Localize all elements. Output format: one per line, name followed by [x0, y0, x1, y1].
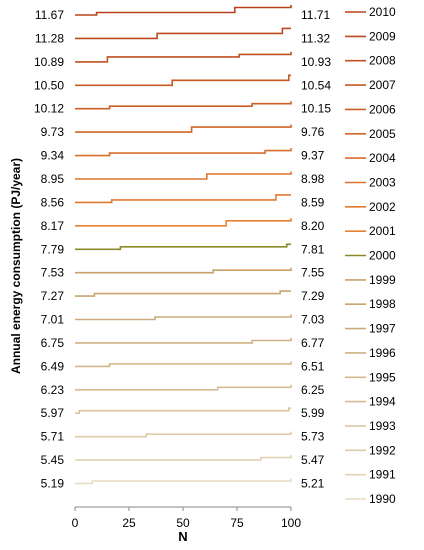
series-start-label-2003: 8.95: [41, 172, 65, 186]
legend-label-1990: 1990: [369, 492, 396, 506]
series-start-label-2001: 8.17: [41, 219, 65, 233]
series-start-label-2004: 9.34: [41, 149, 65, 163]
series-end-label-1993: 5.99: [301, 406, 325, 420]
legend-label-1992: 1992: [369, 443, 396, 457]
series-line-2010: [75, 5, 292, 16]
series-end-label-2002: 8.59: [301, 195, 325, 209]
series-end-label-2008: 10.93: [301, 55, 331, 69]
series-end-label-2009: 11.32: [301, 31, 330, 45]
series-line-1999: [75, 267, 292, 274]
series-end-label-1995: 6.51: [301, 359, 325, 373]
series-end-label-2000: 7.81: [301, 242, 325, 256]
series-line-2001: [75, 218, 292, 227]
series-start-label-2007: 10.50: [34, 78, 64, 92]
series-start-label-1994: 6.23: [41, 383, 65, 397]
series-line-1994: [75, 384, 292, 391]
legend-label-2006: 2006: [369, 102, 396, 116]
series-end-label-1999: 7.55: [301, 266, 325, 280]
series-end-label-1997: 7.03: [301, 313, 325, 327]
series-line-1990: [75, 478, 292, 485]
series-line-2004: [75, 148, 292, 157]
series-line-2006: [75, 101, 292, 110]
series-end-label-1992: 5.73: [301, 430, 325, 444]
series-end-label-2004: 9.37: [301, 149, 325, 163]
series-line-1991: [75, 455, 292, 461]
legend-label-1991: 1991: [369, 468, 396, 482]
legend-label-1994: 1994: [369, 395, 396, 409]
series-start-label-1997: 7.01: [41, 313, 65, 327]
x-tick-label-100: 100: [281, 516, 301, 530]
series-line-2009: [75, 27, 291, 40]
series-start-label-1996: 6.75: [41, 336, 65, 350]
legend-label-1995: 1995: [369, 370, 396, 384]
series-end-label-2001: 8.20: [301, 219, 325, 233]
legend-label-1999: 1999: [369, 273, 396, 287]
series-start-label-2002: 8.56: [41, 195, 65, 209]
series-end-label-2006: 10.15: [301, 102, 331, 116]
series-start-label-1992: 5.71: [41, 430, 65, 444]
legend-label-1993: 1993: [369, 419, 396, 433]
legend-label-2004: 2004: [369, 151, 396, 165]
series-line-2002: [75, 194, 291, 204]
legend-label-1997: 1997: [369, 322, 396, 336]
series-end-label-2003: 8.98: [301, 172, 325, 186]
series-line-1996: [75, 338, 292, 344]
series-line-2005: [75, 124, 292, 133]
series-end-label-2005: 9.76: [301, 125, 325, 139]
legend-label-1996: 1996: [369, 346, 396, 360]
series-end-label-1990: 5.21: [301, 477, 325, 491]
legend-label-2005: 2005: [369, 127, 396, 141]
series-start-label-2000: 7.79: [41, 242, 65, 256]
legend-label-2010: 2010: [369, 5, 396, 19]
series-line-1992: [75, 431, 292, 438]
plot-area: 11.67 11.71 2010 11.28 11.32 2009 10.89 10.93 20…: [34, 5, 396, 530]
series-line-1998: [75, 290, 291, 297]
x-tick-label-75: 75: [230, 516, 244, 530]
series-line-2008: [75, 51, 292, 63]
legend-label-2003: 2003: [369, 176, 396, 190]
series-line-1993: [75, 407, 291, 414]
legend-label-2008: 2008: [369, 54, 396, 68]
series-end-label-1991: 5.47: [301, 453, 325, 467]
series-start-label-2010: 11.67: [35, 8, 64, 22]
series-start-label-1991: 5.45: [41, 453, 65, 467]
x-tick-label-50: 50: [176, 516, 190, 530]
series-line-1997: [75, 314, 292, 321]
series-start-label-1998: 7.27: [41, 289, 65, 303]
series-start-label-1993: 5.97: [41, 406, 65, 420]
series-start-label-2006: 10.12: [34, 102, 64, 116]
legend-label-1998: 1998: [369, 297, 396, 311]
series-start-label-1990: 5.19: [41, 477, 65, 491]
series-end-label-1994: 6.25: [301, 383, 325, 397]
series-line-2003: [75, 171, 292, 180]
x-tick-label-25: 25: [122, 516, 136, 530]
legend-label-2001: 2001: [369, 224, 396, 238]
y-axis-label: Annual energy consumption (PJ/year): [9, 158, 23, 374]
series-end-label-1996: 6.77: [301, 336, 325, 350]
x-axis-label: N: [178, 529, 187, 544]
series-end-label-1998: 7.29: [301, 289, 325, 303]
series-end-label-2010: 11.71: [301, 8, 330, 22]
x-tick-label-0: 0: [72, 516, 79, 530]
series-line-2007: [75, 74, 291, 87]
series-start-label-1995: 6.49: [41, 359, 65, 373]
series-start-label-1999: 7.53: [41, 266, 65, 280]
series-line-2000: [75, 243, 291, 251]
legend-label-2007: 2007: [369, 78, 396, 92]
legend-label-2002: 2002: [369, 200, 396, 214]
series-line-1995: [75, 361, 292, 368]
series-end-label-2007: 10.54: [301, 78, 331, 92]
legend-label-2009: 2009: [369, 29, 396, 43]
legend-label-2000: 2000: [369, 249, 396, 263]
series-start-label-2009: 11.28: [35, 31, 64, 45]
series-start-label-2005: 9.73: [41, 125, 65, 139]
series-start-label-2008: 10.89: [34, 55, 64, 69]
